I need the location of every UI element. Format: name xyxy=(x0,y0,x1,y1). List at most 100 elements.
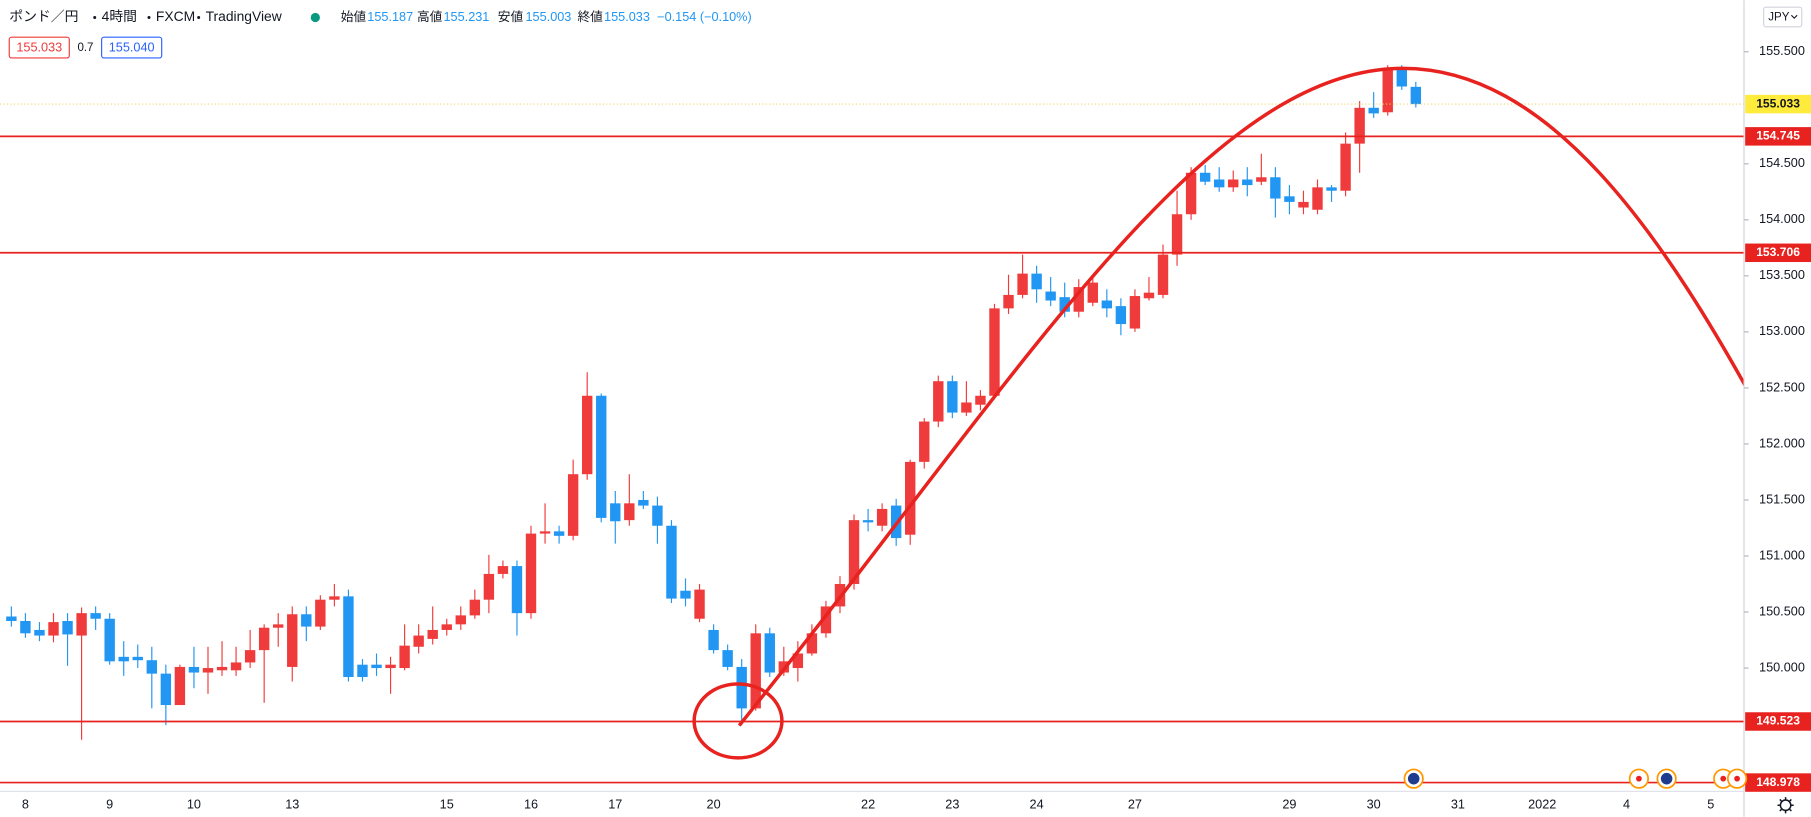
source: TradingView xyxy=(206,8,283,24)
candle-body xyxy=(975,395,986,405)
candle-body xyxy=(750,633,761,709)
candle-body xyxy=(511,566,523,614)
candle-body xyxy=(1368,107,1379,114)
candle-body xyxy=(1059,297,1070,312)
candle-body xyxy=(1185,172,1197,215)
y-tick-label: 152.500 xyxy=(1759,380,1805,394)
candle-body xyxy=(581,395,593,475)
x-tick-label: 4 xyxy=(1623,798,1630,812)
x-tick-label: 2022 xyxy=(1528,798,1556,812)
currency-button[interactable] xyxy=(1763,6,1803,28)
candle-body xyxy=(1410,86,1422,105)
y-tick-label: 154.000 xyxy=(1759,212,1805,226)
candle-body xyxy=(624,503,635,521)
candle-body xyxy=(399,645,410,669)
candle-body xyxy=(1298,201,1309,208)
x-tick-label: 24 xyxy=(1030,798,1044,812)
candle-body xyxy=(652,505,663,526)
candle-body xyxy=(1003,294,1014,309)
level-label-bg xyxy=(1745,243,1811,263)
candle-body xyxy=(961,402,972,413)
candle-body xyxy=(343,596,354,678)
candle-body xyxy=(160,673,172,706)
candle-body xyxy=(1087,282,1098,303)
candle-body xyxy=(1228,179,1239,188)
gear-teeth xyxy=(1777,797,1794,814)
candle-body xyxy=(483,573,495,600)
candle-body xyxy=(1031,273,1042,290)
level-label: 154.745 xyxy=(1756,129,1800,143)
ohlc-value: 155.003 xyxy=(526,10,572,24)
candle-body xyxy=(118,656,129,662)
candle-body xyxy=(273,624,284,628)
flag xyxy=(1407,772,1420,785)
candle-body xyxy=(146,660,158,674)
candle-body xyxy=(694,589,705,619)
chevron xyxy=(1790,14,1798,19)
y-tick-label: 153.000 xyxy=(1759,324,1805,338)
candle-body xyxy=(820,606,832,634)
candle-body xyxy=(258,627,270,651)
candle-body xyxy=(1143,292,1155,299)
events xyxy=(1403,768,1748,789)
candle-body xyxy=(1017,273,1028,295)
candle-body xyxy=(62,620,73,635)
ask: 155.040 xyxy=(109,41,155,55)
gear xyxy=(1779,799,1792,812)
candle-body xyxy=(1129,296,1141,329)
candle-body xyxy=(34,629,45,636)
level-label: 149.523 xyxy=(1756,714,1800,728)
candle-body xyxy=(1115,306,1127,325)
candle-body xyxy=(188,666,200,673)
x-tick-label: 27 xyxy=(1128,798,1142,812)
drawn-arc xyxy=(737,66,1771,727)
level-label: 153.706 xyxy=(1756,245,1800,259)
x-tick-label: 20 xyxy=(707,798,721,812)
candle-body xyxy=(567,474,579,536)
candle-body xyxy=(708,629,719,651)
candle-body xyxy=(1284,196,1295,202)
ohlc-value: 155.231 xyxy=(444,10,490,24)
candle-body xyxy=(301,614,312,627)
last-price-label: 155.033 xyxy=(1756,96,1800,110)
candle-body xyxy=(933,381,944,422)
candle-body xyxy=(1396,69,1407,87)
candle-body xyxy=(104,618,115,662)
settings-icon[interactable] xyxy=(1777,797,1794,814)
candle-body xyxy=(792,653,804,669)
y-tick-label: 151.500 xyxy=(1759,492,1805,506)
candle-body xyxy=(174,666,186,706)
x-tick-label: 29 xyxy=(1282,798,1296,812)
candle-body xyxy=(1354,107,1365,144)
change: −0.154 (−0.10%) xyxy=(657,10,752,24)
candle-body xyxy=(638,499,649,506)
candle-body xyxy=(230,662,242,671)
candle-body xyxy=(862,520,874,523)
candle-body xyxy=(244,650,256,663)
ohlc-value: 155.187 xyxy=(367,10,413,24)
event-dot xyxy=(1636,775,1642,782)
candle-body xyxy=(357,664,368,678)
x-tick-label: 15 xyxy=(440,798,454,812)
candle-body xyxy=(1340,143,1351,191)
candle-body xyxy=(806,633,818,654)
buy-button[interactable] xyxy=(101,36,163,59)
candle-body xyxy=(1199,172,1211,182)
level-label-bg xyxy=(1745,127,1811,146)
y-tick-label: 150.500 xyxy=(1759,604,1805,618)
level-label: 148.978 xyxy=(1756,775,1800,789)
candle-body xyxy=(876,508,888,526)
broker: FXCM xyxy=(156,8,195,24)
level-label-bg xyxy=(1745,712,1811,731)
candle-body xyxy=(6,616,17,621)
flag xyxy=(1660,772,1673,785)
y-tick-label: 154.500 xyxy=(1759,156,1805,170)
sell-button[interactable] xyxy=(8,36,70,59)
candle-body xyxy=(455,615,466,625)
y-tick-label: 153.500 xyxy=(1759,268,1805,282)
candle-body xyxy=(610,503,621,522)
candle-body xyxy=(1242,179,1253,186)
candle-body xyxy=(1326,187,1337,191)
y-tick-label: 155.500 xyxy=(1759,44,1805,58)
